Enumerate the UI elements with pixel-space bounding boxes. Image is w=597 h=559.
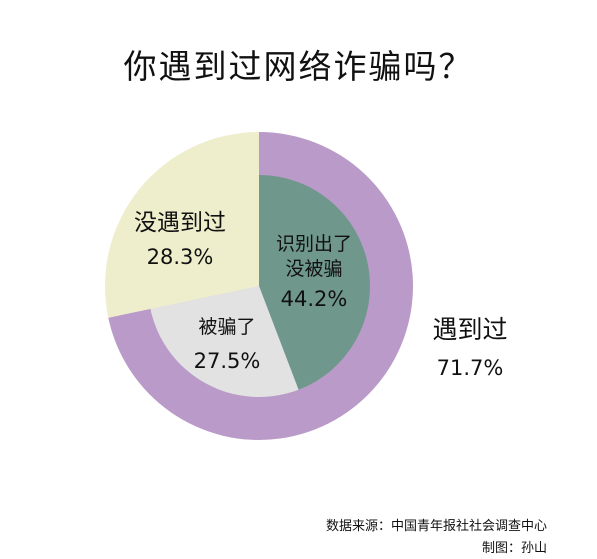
inner-label-1-line-0: 被骗了 <box>198 316 255 338</box>
inner-label-0-line-0: 识别出了 <box>276 233 352 255</box>
outer-value-0: 71.7% <box>437 356 504 380</box>
inner-value-2: 28.3% <box>147 245 214 269</box>
inner-slice-0 <box>259 175 370 390</box>
inner-slice-1 <box>150 286 299 397</box>
inner-label-0-line-1: 没被骗 <box>285 258 342 280</box>
inner-value-1: 27.5% <box>194 349 261 373</box>
inner-value-0: 44.2% <box>281 287 348 311</box>
outer-label-0: 遇到过 <box>432 315 507 344</box>
credit-note: 制图：孙山 <box>481 541 547 556</box>
chart-title: 你遇到过网络诈骗吗？ <box>123 47 474 86</box>
source-note: 数据来源：中国青年报社社会调查中心 <box>325 519 547 534</box>
inner-slice-2 <box>148 175 259 309</box>
inner-label-2-line-0: 没遇到过 <box>134 210 226 236</box>
